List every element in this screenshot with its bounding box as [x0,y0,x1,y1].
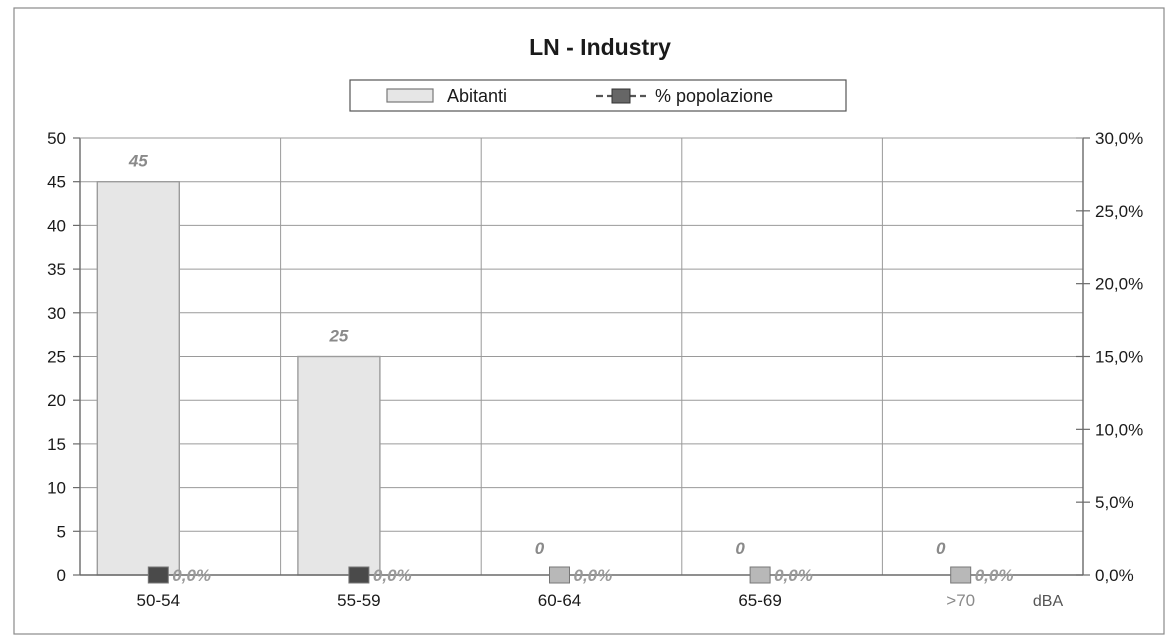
pct-value-label: 0,0% [774,566,813,585]
y2-tick-label: 25,0% [1095,202,1143,221]
y-tick-label: 0 [57,566,66,585]
y2-tick-label: 15,0% [1095,348,1143,367]
labels-layer: 0 5 10 15 20 25 30 35 40 45 50 0,0% 5,0% 10,0% 15,0% 20… [47,129,1143,610]
y-tick-label: 30 [47,304,66,323]
y2-tick-label: 20,0% [1095,275,1143,294]
pct-marker [147,566,169,584]
pct-marker [950,566,972,584]
bars-layer [96,180,381,576]
legend-label-popolazione: % popolazione [655,86,773,106]
y2-tick-label: 30,0% [1095,129,1143,148]
chart-frame [13,7,1165,635]
legend-marker-popolazione [611,88,631,104]
y-tick-label: 15 [47,435,66,454]
x-tick-label: 50-54 [137,591,180,610]
pct-marker [348,566,370,584]
pct-value-label: 0,0% [574,566,613,585]
bar-value-label: 0 [735,539,745,558]
x-tick-label: >70 [946,591,975,610]
y-tick-label: 35 [47,260,66,279]
legend-swatch-abitanti [386,88,434,103]
y2-tick-label: 5,0% [1095,493,1134,512]
pct-value-label: 0,0% [373,566,412,585]
y-tick-label: 5 [57,522,66,541]
pct-value-label: 0,0% [172,566,211,585]
bar-value-label: 25 [328,327,348,346]
y-tick-label: 40 [47,216,66,235]
pct-marker [749,566,771,584]
bar-value-label: 0 [936,539,946,558]
markers-layer [147,566,972,584]
y-tick-label: 45 [47,173,66,192]
axes-layer [73,137,1090,576]
x-tick-label: 60-64 [538,591,581,610]
legend-label-abitanti: Abitanti [447,86,507,106]
y-tick-label: 10 [47,479,66,498]
y-tick-label: 25 [47,348,66,367]
pct-value-label: 0,0% [975,566,1014,585]
bar-abitanti [297,355,381,576]
x-axis-unit: dBA [1033,593,1064,610]
legend: Abitanti % popolazione [349,79,847,112]
bar-value-label: 0 [535,539,545,558]
x-tick-label: 65-69 [738,591,781,610]
y-tick-label: 20 [47,391,66,410]
x-tick-label: 55-59 [337,591,380,610]
y-tick-label: 50 [47,129,66,148]
bar-abitanti [96,180,181,576]
chart-title: LN - Industry [529,34,671,60]
bar-value-label: 45 [128,152,148,171]
grid-layer [80,137,1083,575]
y2-tick-label: 10,0% [1095,420,1143,439]
y2-tick-label: 0,0% [1095,566,1134,585]
pct-marker [549,566,570,584]
